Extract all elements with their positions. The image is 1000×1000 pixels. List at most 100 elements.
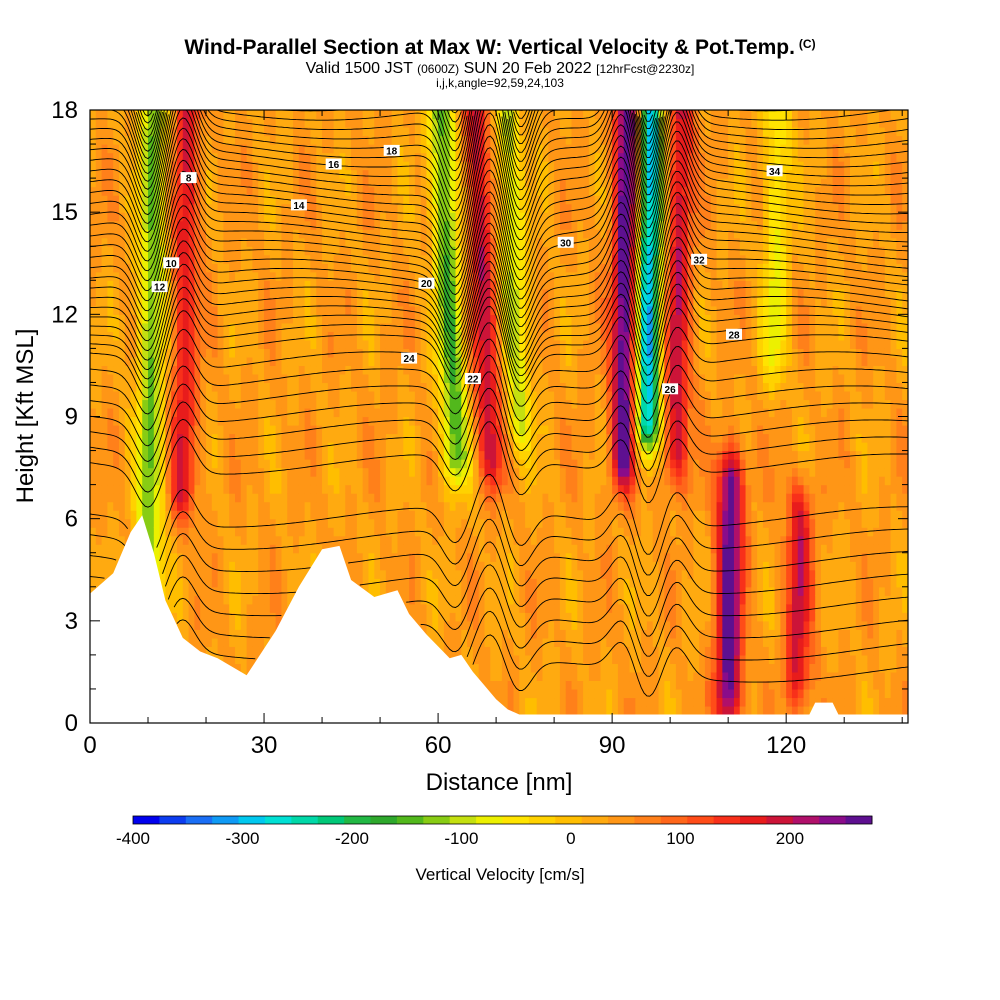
w-cell xyxy=(322,476,329,486)
w-cell xyxy=(391,229,399,239)
w-cell xyxy=(142,518,149,528)
w-cell xyxy=(409,467,416,477)
w-cell xyxy=(124,493,132,503)
w-cell xyxy=(490,629,497,639)
w-cell xyxy=(327,212,335,222)
w-cell xyxy=(113,263,120,273)
w-cell xyxy=(101,510,108,520)
w-cell xyxy=(333,220,341,230)
w-cell xyxy=(293,288,300,298)
w-cell xyxy=(322,535,329,545)
w-cell xyxy=(287,407,294,418)
w-cell xyxy=(194,382,201,392)
w-cell xyxy=(310,467,317,477)
w-cell xyxy=(339,297,346,307)
w-cell xyxy=(409,118,416,128)
w-cell xyxy=(310,305,317,315)
w-cell xyxy=(467,118,474,128)
w-cell xyxy=(420,348,428,358)
w-cell xyxy=(171,578,178,588)
w-cell xyxy=(107,476,114,486)
w-cell xyxy=(380,110,387,120)
w-cell xyxy=(281,178,288,188)
w-cell xyxy=(182,552,190,562)
w-cell xyxy=(252,178,259,188)
w-cell xyxy=(235,382,242,392)
w-cell xyxy=(414,331,422,341)
w-cell xyxy=(478,518,486,528)
w-cell xyxy=(148,305,155,315)
w-cell xyxy=(391,186,399,196)
w-cell xyxy=(148,407,155,418)
w-cell xyxy=(345,237,352,247)
w-cell xyxy=(414,314,422,324)
w-cell xyxy=(467,263,474,273)
w-cell xyxy=(130,339,138,349)
w-cell xyxy=(107,254,114,264)
w-cell xyxy=(90,178,97,188)
w-cell xyxy=(298,382,306,392)
w-cell xyxy=(304,561,312,571)
w-cell xyxy=(124,425,132,435)
w-cell xyxy=(275,442,283,452)
w-cell xyxy=(449,399,457,409)
w-cell xyxy=(362,527,370,537)
w-cell xyxy=(90,399,97,409)
w-cell xyxy=(200,467,207,477)
w-cell xyxy=(217,459,225,469)
w-cell xyxy=(467,535,474,545)
w-cell xyxy=(211,212,219,222)
w-cell xyxy=(101,169,108,179)
w-cell xyxy=(351,305,358,315)
w-cell xyxy=(362,305,370,315)
w-cell xyxy=(414,356,422,367)
w-cell xyxy=(211,407,219,418)
w-cell xyxy=(356,203,364,213)
w-cell xyxy=(206,527,213,537)
w-cell xyxy=(90,288,97,298)
w-cell xyxy=(235,271,242,281)
w-cell xyxy=(322,246,329,256)
w-cell xyxy=(194,212,201,222)
w-cell xyxy=(368,442,375,452)
w-cell xyxy=(275,552,283,562)
w-cell xyxy=(95,195,103,205)
w-cell xyxy=(252,425,259,435)
w-cell xyxy=(478,433,486,443)
w-cell xyxy=(223,527,230,537)
w-cell xyxy=(484,595,491,605)
w-cell xyxy=(345,229,352,239)
w-cell xyxy=(455,254,462,264)
w-cell xyxy=(229,152,236,162)
w-cell xyxy=(90,561,97,571)
w-cell xyxy=(414,578,422,588)
w-cell xyxy=(368,476,375,486)
w-cell xyxy=(449,442,457,452)
w-cell xyxy=(217,263,225,273)
w-cell xyxy=(258,297,265,307)
w-cell xyxy=(484,271,491,281)
w-cell xyxy=(472,569,480,579)
w-cell xyxy=(200,254,207,264)
w-cell xyxy=(409,382,416,392)
w-cell xyxy=(298,212,306,222)
w-cell xyxy=(420,476,428,486)
w-cell xyxy=(397,339,404,349)
w-cell xyxy=(327,399,335,409)
w-cell xyxy=(345,442,352,452)
w-cell xyxy=(298,331,306,341)
w-cell xyxy=(113,476,120,486)
w-cell xyxy=(298,518,306,528)
w-cell xyxy=(171,518,178,528)
w-cell xyxy=(455,322,462,332)
w-cell xyxy=(362,407,370,418)
w-cell xyxy=(304,195,312,205)
w-cell xyxy=(153,518,161,528)
w-cell xyxy=(409,493,416,503)
w-cell xyxy=(136,331,143,341)
w-cell xyxy=(432,271,439,281)
w-cell xyxy=(310,416,317,426)
w-cell xyxy=(414,433,422,443)
w-cell xyxy=(414,501,422,511)
w-cell xyxy=(351,135,358,145)
